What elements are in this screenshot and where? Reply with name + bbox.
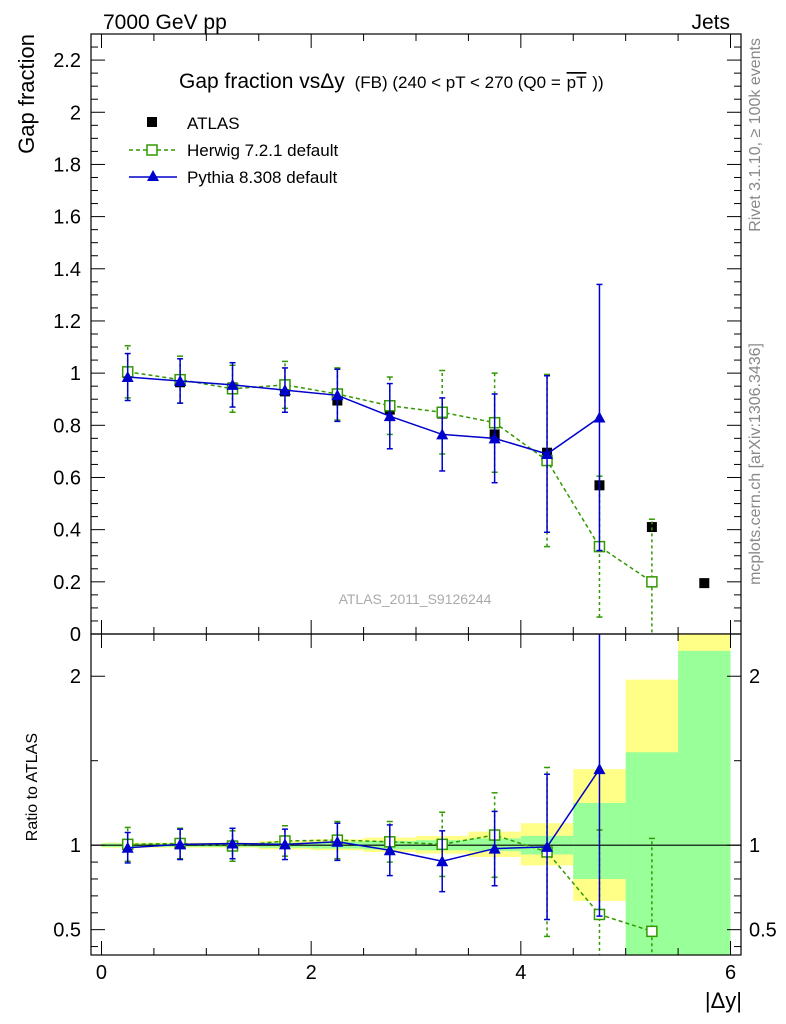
data-point bbox=[646, 522, 657, 533]
x-tick-label: 6 bbox=[725, 962, 736, 984]
y-tick-label: 2 bbox=[70, 666, 81, 688]
y-tick-label-right: 2 bbox=[749, 666, 760, 688]
header-process: Jets bbox=[691, 11, 730, 34]
y-tick-label: 1.6 bbox=[53, 207, 81, 229]
data-point bbox=[278, 838, 291, 850]
band-inner bbox=[678, 650, 731, 955]
x-tick-label: 0 bbox=[96, 962, 107, 984]
y-tick-label: 1 bbox=[70, 835, 81, 857]
data-point bbox=[541, 448, 554, 459]
legend-marker-pythia bbox=[147, 170, 159, 181]
side-mcplots-label: mcplots.cern.ch [arXiv:1306.3436] bbox=[747, 343, 764, 585]
data-point bbox=[174, 374, 187, 386]
ratio-series-1 bbox=[121, 634, 606, 921]
main-series-0 bbox=[122, 368, 710, 589]
plot-title-end: )) bbox=[592, 73, 603, 92]
side-rivet-label: Rivet 3.1.10, ≥ 100k events bbox=[747, 38, 764, 232]
data-point bbox=[226, 378, 239, 390]
y-tick-label: 0 bbox=[70, 624, 81, 646]
plot-title-pt: pT bbox=[567, 73, 587, 92]
plot-title-sub: (FB) (240 < pT < 270 (Q0 = bbox=[355, 73, 561, 92]
data-point bbox=[331, 389, 344, 401]
x-axis-label: |Δy| bbox=[705, 988, 742, 1013]
main-ylabel: Gap fraction bbox=[14, 34, 39, 154]
data-point bbox=[121, 371, 134, 383]
legend-label-atlas: ATLAS bbox=[187, 114, 240, 133]
y-tick-label: 0.8 bbox=[53, 415, 81, 437]
y-tick-label: 0.2 bbox=[53, 572, 81, 594]
y-tick-label: 0.4 bbox=[53, 520, 81, 542]
series-line bbox=[127, 376, 600, 455]
header-energy: 7000 GeV pp bbox=[103, 11, 227, 34]
data-point bbox=[488, 842, 501, 854]
y-tick-label: 2 bbox=[70, 102, 81, 124]
x-tick-label: 2 bbox=[306, 962, 317, 984]
data-point bbox=[278, 384, 291, 396]
data-point bbox=[331, 835, 344, 847]
y-tick-label-right: 0.5 bbox=[749, 920, 777, 942]
main-series-2 bbox=[121, 283, 606, 552]
legend-marker-herwig bbox=[146, 144, 158, 156]
analysis-watermark: ATLAS_2011_S9126244 bbox=[339, 591, 492, 607]
data-point bbox=[436, 855, 449, 867]
ratio-inner bbox=[91, 634, 741, 955]
plot-title-main: Gap fraction vsΔy bbox=[179, 70, 345, 93]
y-tick-label: 1.8 bbox=[53, 154, 81, 176]
data-point bbox=[699, 578, 710, 589]
legend-label-herwig: Herwig 7.2.1 default bbox=[187, 141, 338, 160]
y-tick-label: 1.2 bbox=[53, 311, 81, 333]
main-plot-area: 0 0.2 0.4 0.6 0.8 1 1.2 1.4 1.6 1.8 2 2.2 bbox=[53, 33, 742, 646]
y-tick-label: 2.2 bbox=[53, 50, 81, 72]
data-point bbox=[383, 844, 396, 856]
main-inner bbox=[121, 283, 710, 634]
data-point bbox=[646, 925, 658, 938]
y-tick-label: 0.6 bbox=[53, 467, 81, 489]
y-tick-label: 1.4 bbox=[53, 259, 81, 281]
data-point bbox=[593, 411, 606, 423]
y-tick-label: 1 bbox=[70, 363, 81, 385]
data-point bbox=[174, 838, 187, 850]
ratio-plot-area: 0.5 0.5 1 1 2 2 bbox=[53, 633, 777, 956]
data-point bbox=[383, 410, 396, 422]
series-line bbox=[127, 768, 601, 863]
data-point bbox=[226, 837, 239, 849]
data-point bbox=[541, 840, 554, 852]
legend-marker-atlas bbox=[147, 117, 157, 127]
plot-title: Gap fraction vsΔy (FB) (240 < pT < 270 (… bbox=[179, 70, 604, 93]
data-point bbox=[121, 841, 134, 853]
y-tick-label-right: 1 bbox=[749, 835, 760, 857]
legend-label-pythia: Pythia 8.308 default bbox=[187, 168, 338, 187]
data-point bbox=[646, 576, 658, 588]
legend: ATLAS Herwig 7.2.1 default Pythia 8.308 … bbox=[129, 114, 338, 187]
y-tick-label: 0.5 bbox=[53, 920, 81, 942]
series-line bbox=[127, 371, 653, 583]
data-point bbox=[488, 432, 501, 444]
data-point bbox=[436, 428, 449, 440]
ratio-ylabel: Ratio to ATLAS bbox=[24, 733, 41, 841]
data-point bbox=[593, 763, 606, 775]
x-tick-label: 4 bbox=[515, 962, 526, 984]
